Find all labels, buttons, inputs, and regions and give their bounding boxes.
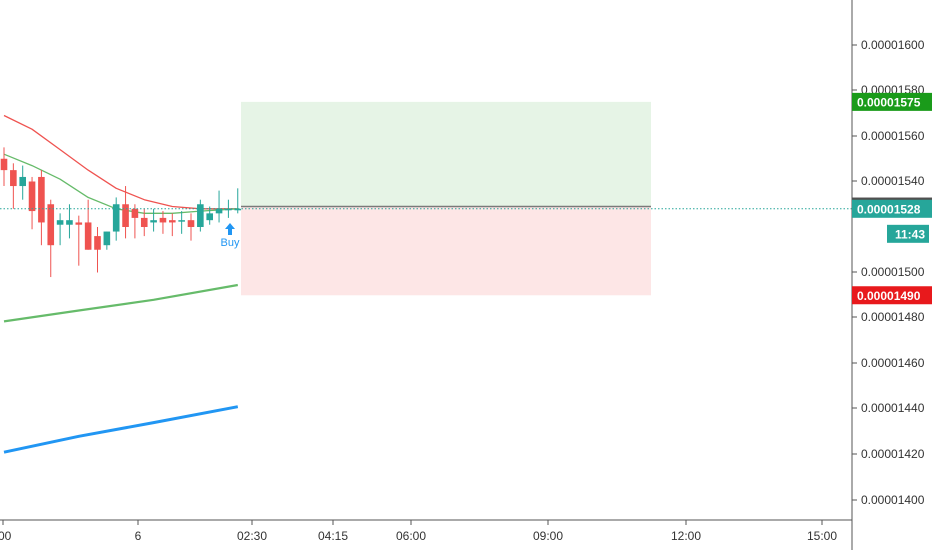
time-tick-label: 09:00 — [533, 529, 563, 543]
time-tick-label: 12:00 — [671, 529, 701, 543]
candle-body — [122, 204, 129, 227]
candle-body — [131, 208, 139, 218]
candle-body — [0, 158, 8, 171]
candles — [0, 147, 242, 278]
buy-signal: Buy — [221, 223, 240, 249]
price-badge-stop — [852, 286, 932, 305]
price-tick-label: 0.00001400 — [861, 493, 925, 507]
price-tick-label: 0.00001420 — [861, 447, 925, 461]
price-tick-label: 0.00001600 — [861, 38, 925, 52]
price-tick-label: 0.00001440 — [861, 401, 925, 415]
price-tick-label: 0.00001500 — [861, 265, 925, 279]
price-badge-last-text: 0.00001528 — [857, 202, 921, 216]
candle-body — [47, 204, 55, 246]
moving-average-4 — [3, 405, 239, 454]
candle-body — [234, 208, 242, 211]
time-tick-label: 6 — [135, 529, 142, 543]
candle-body — [206, 213, 213, 221]
candle-body — [94, 236, 101, 250]
candle-body — [215, 208, 223, 214]
position-zones — [241, 101, 651, 296]
price-tick-label: 0.00001480 — [861, 310, 925, 324]
time-tick-label: 04:15 — [318, 529, 348, 543]
candle-body — [38, 176, 45, 223]
loss-zone — [241, 206, 651, 296]
time-tick-label: 15:00 — [807, 529, 837, 543]
time-tick-label: :00 — [0, 529, 12, 543]
candle-body — [197, 204, 204, 227]
price-badge-last — [852, 199, 932, 218]
moving-averages — [3, 114, 239, 454]
price-tick-label: 0.00001540 — [861, 174, 925, 188]
candle-body — [10, 170, 17, 187]
candle-body — [159, 217, 167, 223]
candle-body — [169, 220, 176, 223]
candle-body — [178, 220, 185, 222]
time-tick-label: 06:00 — [396, 529, 426, 543]
candle-body — [187, 220, 195, 227]
candle-body — [225, 208, 232, 211]
candle-body — [112, 204, 120, 232]
candle-body — [28, 181, 36, 212]
price-tick-label: 0.00001460 — [861, 356, 925, 370]
candle-body — [103, 231, 111, 246]
price-badge-countdown-text: 11:43 — [895, 227, 925, 241]
price-tick-label: 0.00001560 — [861, 129, 925, 143]
candle-body — [84, 222, 92, 250]
buy-arrow-icon — [225, 223, 235, 235]
price-labels: 0.000015750.000015290.0000152811:430.000… — [852, 92, 932, 305]
price-badge-stop-text: 0.00001490 — [857, 289, 921, 303]
time-tick-label: 02:30 — [237, 529, 267, 543]
candle-body — [75, 222, 83, 225]
candle-body — [150, 220, 157, 223]
profit-zone — [241, 101, 651, 207]
candle-body — [140, 217, 148, 227]
moving-average-1 — [3, 114, 238, 210]
candle-body — [19, 176, 26, 187]
price-badge-target — [852, 92, 932, 111]
buy-signal-label: Buy — [221, 237, 240, 249]
price-badge-target-text: 0.00001575 — [857, 95, 921, 109]
price-badge-countdown — [887, 224, 929, 243]
moving-average-3 — [3, 283, 238, 323]
candle-body — [56, 220, 64, 225]
candle-body — [66, 220, 73, 225]
